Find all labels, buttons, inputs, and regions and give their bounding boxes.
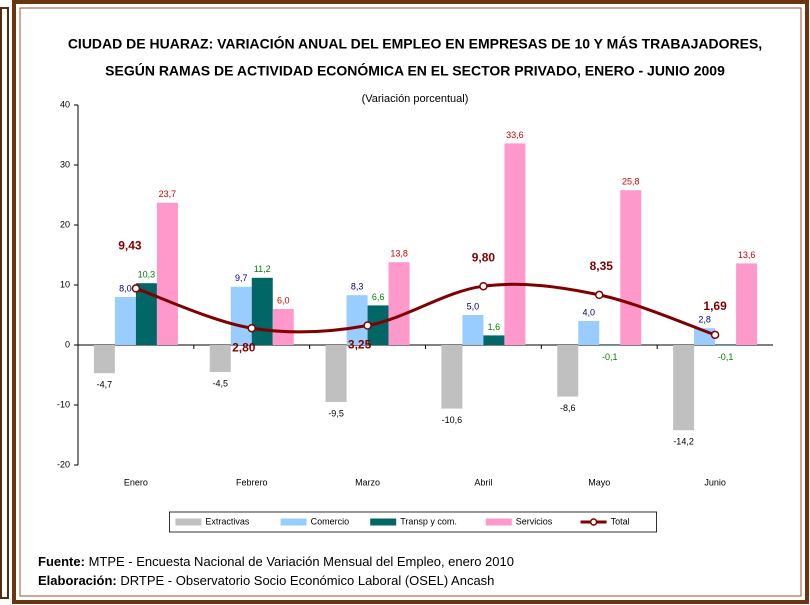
data-label: -0,1: [602, 352, 618, 362]
bar: [114, 297, 136, 345]
data-label: 33,6: [506, 130, 524, 140]
bar: [504, 143, 526, 345]
chart-subtitle: (Variación porcentual): [362, 93, 469, 105]
data-label: -0,1: [718, 352, 734, 362]
line-marker: [363, 321, 372, 330]
data-label: -4,5: [212, 378, 228, 388]
data-label: 1,6: [488, 322, 501, 332]
bar: [135, 283, 157, 345]
frame: [12, 0, 809, 604]
data-label: 25,8: [622, 177, 640, 187]
y-tick-label: 0: [65, 339, 70, 349]
legend-swatch: [589, 518, 598, 526]
side-panel: [0, 7, 9, 599]
y-tick-label: 10: [60, 279, 70, 289]
data-label: 11,2: [254, 264, 271, 274]
line: [135, 282, 716, 337]
data-label: 4,0: [582, 307, 595, 317]
data-label: 2,80: [232, 340, 256, 354]
footer-text: MTPE - Encuesta Nacional de Variación Me…: [88, 554, 514, 569]
legend-swatch: [485, 518, 512, 526]
data-label: 10,3: [138, 270, 156, 280]
bar: [715, 345, 737, 346]
data-label: -8,6: [560, 403, 576, 413]
data-label: 3,25: [348, 338, 372, 352]
bar: [230, 286, 252, 345]
data-label: 9,43: [118, 239, 142, 253]
legend-label: Servicios: [516, 516, 553, 526]
legend-label: Extractivas: [205, 516, 250, 526]
data-label: 6,0: [277, 295, 290, 305]
data-label: 13,8: [390, 249, 408, 259]
bar: [156, 202, 178, 345]
footer-text: DRTPE - Observatorio Socio Económico Lab…: [120, 573, 495, 588]
line-marker: [710, 330, 720, 340]
data-label: -14,2: [673, 437, 694, 447]
bar: [93, 345, 115, 374]
y-tick-label: 20: [60, 219, 70, 229]
bar: [367, 305, 389, 345]
data-label: 13,6: [738, 250, 756, 260]
y-tick-label: -10: [57, 399, 70, 409]
legend-label: Total: [611, 516, 630, 526]
data-label: -9,5: [328, 408, 344, 418]
legend-swatch: [175, 518, 202, 526]
bar: [736, 263, 758, 345]
y-tick-label: -20: [57, 459, 70, 469]
legend-label: Comercio: [311, 516, 350, 526]
legend-label: Transp y com.: [400, 516, 457, 526]
bar: [578, 321, 600, 345]
y-tick-label: 30: [60, 159, 70, 169]
data-label: 8,3: [351, 282, 364, 292]
bar: [209, 345, 231, 372]
data-label: 8,0: [119, 283, 132, 293]
bar: [346, 295, 368, 345]
footer-credit: Elaboración: DRTPE - Observatorio Socio …: [38, 573, 494, 588]
legend-box: [168, 511, 658, 533]
bar: [251, 277, 273, 345]
bar: [462, 315, 484, 345]
data-label: 9,80: [472, 250, 496, 264]
y-tick-label: 40: [60, 99, 70, 109]
x-tick-label: Enero: [124, 477, 148, 487]
data-label: 6,6: [372, 292, 385, 302]
x-tick-label: Mayo: [588, 477, 610, 487]
bar: [272, 309, 294, 345]
data-label: 8,35: [590, 259, 614, 273]
data-label: 23,7: [159, 189, 177, 199]
line-marker: [131, 284, 141, 293]
bar: [388, 262, 410, 345]
footer-label: Fuente:: [38, 554, 85, 569]
data-label: 2,8: [698, 315, 711, 325]
line-marker: [595, 290, 604, 300]
x-tick-label: Marzo: [355, 477, 380, 487]
legend-swatch: [280, 518, 307, 526]
data-label: 5,0: [467, 301, 480, 311]
bar: [483, 335, 505, 345]
footer-label: Elaboración:: [38, 573, 117, 588]
legend-swatch: [370, 518, 397, 526]
footer-source: Fuente: MTPE - Encuesta Nacional de Vari…: [38, 554, 514, 569]
data-label: -10,6: [442, 415, 463, 425]
data-label: 1,69: [703, 299, 727, 313]
data-label: -4,7: [97, 380, 113, 390]
bar: [441, 345, 463, 409]
frame-inner: [19, 7, 802, 597]
bar: [620, 190, 642, 345]
data-label: 9,7: [235, 273, 248, 283]
line-marker: [247, 323, 256, 333]
chart-title: CIUDAD DE HUARAZ: VARIACIÓN ANUAL DEL EM…: [68, 35, 762, 52]
x-tick-label: Junio: [704, 477, 726, 487]
chart-title: SEGÚN RAMAS DE ACTIVIDAD ECONÓMICA EN EL…: [105, 62, 725, 79]
line-marker: [479, 281, 488, 291]
bar: [557, 345, 579, 397]
bar: [673, 345, 695, 431]
bar: [599, 345, 621, 346]
bar: [325, 345, 347, 402]
x-tick-label: Febrero: [236, 477, 268, 487]
x-tick-label: Abril: [474, 477, 492, 487]
